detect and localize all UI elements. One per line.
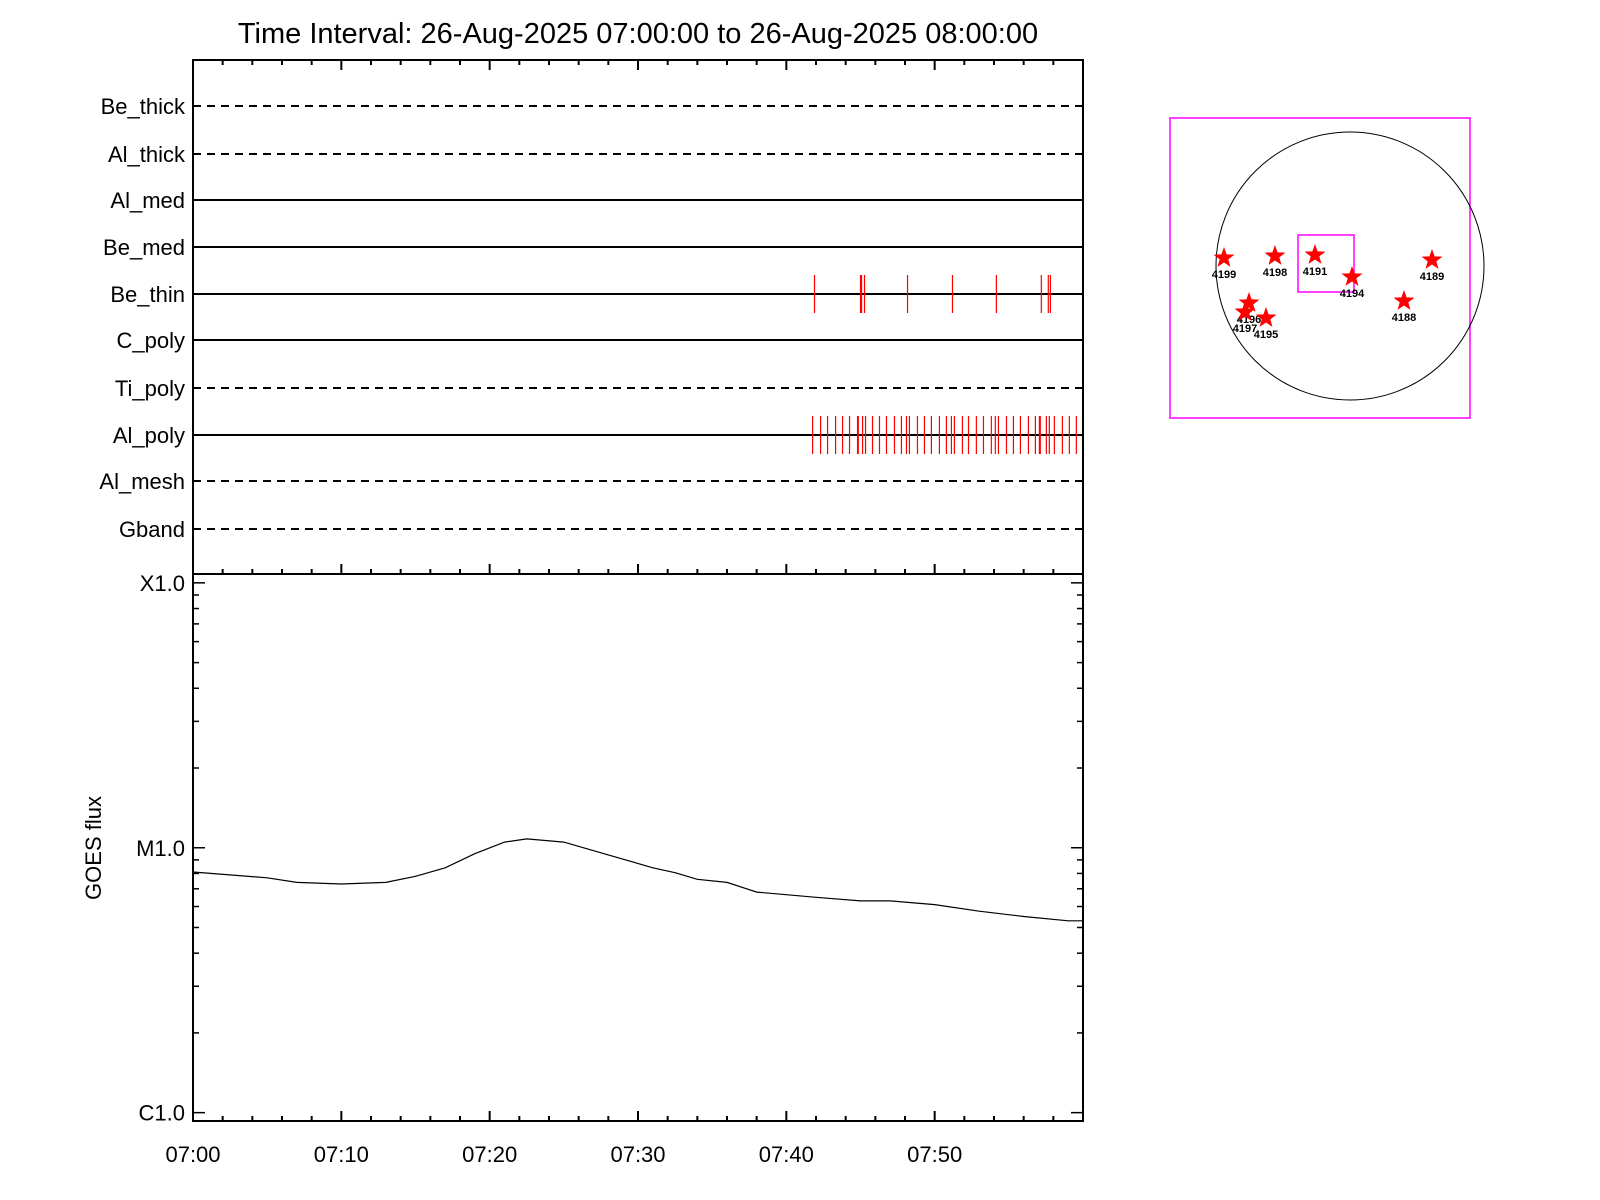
x-tick-label: 07:00: [165, 1142, 220, 1167]
active-region-label: 4199: [1212, 269, 1236, 281]
channel-label-be_thin: Be_thin: [110, 282, 185, 307]
y-axis-label: GOES flux: [81, 796, 106, 900]
active-region-label: 4188: [1392, 312, 1416, 324]
goes-flux-panel: 07:00 07:10 07:20 07:30 07:40 07:50 X1.0 M1.0 C1…: [81, 571, 1084, 1167]
channel-label-al_mesh: Al_mesh: [99, 469, 185, 494]
active-region-star-icon: [1234, 301, 1256, 321]
x-tick-label: 07:30: [610, 1142, 665, 1167]
target-region-box: [1297, 234, 1355, 293]
map-field-of-view-box: [1169, 117, 1471, 419]
channel-label-al_poly: Al_poly: [113, 423, 185, 448]
channel-label-al_thick: Al_thick: [108, 142, 186, 167]
active-region-label: 4195: [1254, 329, 1278, 341]
chart-title: Time Interval: 26-Aug-2025 07:00:00 to 2…: [238, 18, 1038, 50]
x-tick-label: 07:40: [759, 1142, 814, 1167]
active-region-star-icon: [1238, 292, 1260, 312]
goes-frame: [192, 573, 1084, 1122]
active-region-star-icon: [1213, 247, 1235, 267]
active-region-label: 4191: [1303, 266, 1327, 278]
raster-frame: [192, 59, 1084, 575]
event-raster-panel: Be_thick Al_thick Al_med Be_med Be_thin C_pol…: [99, 59, 1084, 575]
y-tick-label: C1.0: [139, 1101, 185, 1126]
active-region-label: 4198: [1263, 267, 1287, 279]
x-tick-label: 07:50: [907, 1142, 962, 1167]
channel-label-ti_poly: Ti_poly: [115, 376, 185, 401]
x-tick-label: 07:20: [462, 1142, 517, 1167]
y-tick-label: M1.0: [136, 836, 185, 861]
active-region-label: 4194: [1340, 288, 1365, 300]
x-tick-label: 07:10: [314, 1142, 369, 1167]
channel-label-gband: Gband: [119, 517, 185, 542]
solar-disk-outline: [1215, 131, 1485, 401]
active-region-label: 4189: [1420, 271, 1444, 283]
active-region-star-icon: [1341, 266, 1363, 286]
channel-label-al_med: Al_med: [110, 188, 185, 213]
active-region-star-icon: [1421, 249, 1443, 269]
goes-flux-line: [192, 838, 1083, 922]
channel-label-be_thick: Be_thick: [101, 94, 186, 119]
active-region-star-icon: [1255, 307, 1277, 327]
y-tick-label: X1.0: [140, 571, 185, 596]
active-region-star-icon: [1393, 290, 1415, 310]
channel-label-be_med: Be_med: [103, 235, 185, 260]
channel-label-c_poly: C_poly: [117, 328, 185, 353]
active-region-star-icon: [1264, 245, 1286, 265]
active-region-star-icon: [1304, 244, 1326, 264]
active-region-label: 4197: [1233, 323, 1257, 335]
